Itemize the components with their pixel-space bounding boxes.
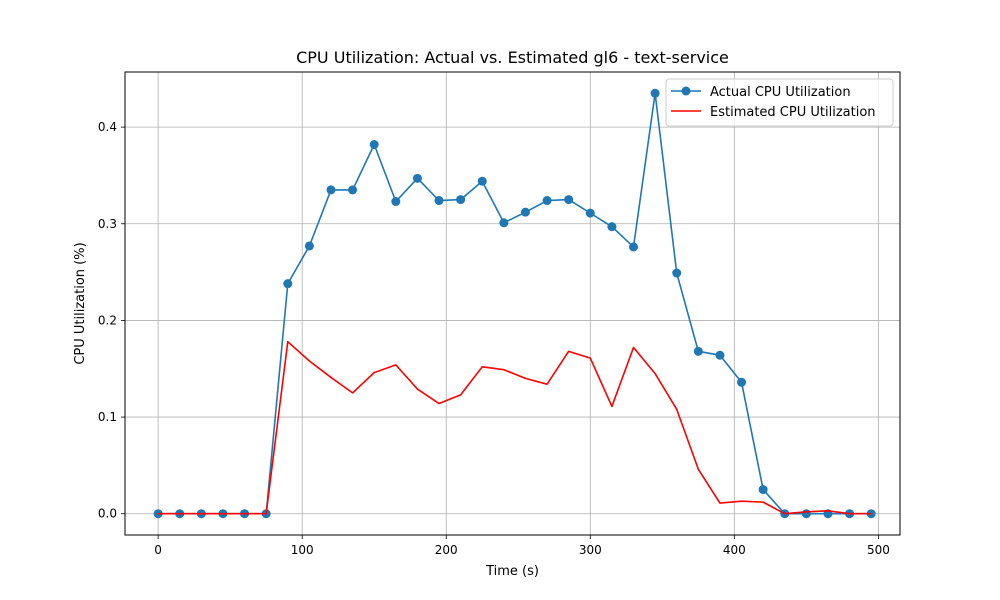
legend-label-estimated: Estimated CPU Utilization [710, 105, 876, 120]
x-tick-label: 400 [723, 543, 746, 557]
actual-cpu-point [564, 195, 574, 205]
y-tick-label: 0.1 [98, 410, 117, 424]
actual-cpu-point [348, 185, 358, 195]
x-tick-label: 500 [867, 543, 890, 557]
x-tick-label: 300 [579, 543, 602, 557]
axis-ticks: 0 100 200 300 400 500 0.0 0.1 0.2 0.3 0.4 [98, 120, 890, 557]
actual-cpu-point [629, 242, 639, 252]
legend: Actual CPU Utilization Estimated CPU Uti… [665, 78, 894, 127]
grid-lines [125, 72, 900, 535]
actual-cpu-point [412, 173, 422, 183]
actual-cpu-point [283, 279, 293, 289]
actual-cpu-point [434, 196, 444, 206]
actual-cpu-point [456, 195, 466, 205]
x-tick-label: 100 [291, 543, 314, 557]
actual-cpu-point [650, 88, 660, 98]
y-axis-label: CPU Utilization (%) [73, 242, 88, 364]
actual-cpu-point [369, 139, 379, 149]
actual-cpu-point [758, 485, 768, 495]
actual-cpu-point [477, 176, 487, 186]
actual-cpu-point [607, 222, 617, 232]
plot-area [125, 72, 900, 535]
actual-cpu-point [585, 208, 595, 218]
legend-box [665, 78, 894, 127]
actual-cpu-point [304, 241, 314, 251]
actual-cpu-line [158, 92, 872, 515]
actual-cpu-point [801, 509, 811, 519]
y-tick-label: 0.4 [98, 120, 117, 134]
plot-frame [124, 71, 901, 536]
legend-marker-actual [681, 86, 691, 96]
chart-title: CPU Utilization: Actual vs. Estimated gl… [296, 48, 729, 67]
series-layer [153, 88, 876, 519]
actual-cpu-point [715, 350, 725, 360]
estimated-cpu-line [158, 340, 872, 515]
x-tick-label: 0 [154, 543, 162, 557]
y-tick-label: 0.3 [98, 217, 117, 231]
actual-cpu-point [542, 196, 552, 206]
actual-cpu-point [737, 377, 747, 387]
actual-cpu-point [520, 207, 530, 217]
x-axis-label: Time (s) [485, 564, 539, 579]
actual-cpu-point [499, 218, 509, 228]
y-tick-label: 0.2 [98, 313, 117, 327]
y-tick-label: 0.0 [98, 507, 117, 521]
x-tick-label: 200 [435, 543, 458, 557]
actual-cpu-point [391, 197, 401, 207]
legend-label-actual: Actual CPU Utilization [710, 85, 851, 100]
actual-cpu-point [672, 268, 682, 278]
actual-cpu-point [326, 185, 336, 195]
actual-cpu-point [693, 346, 703, 356]
